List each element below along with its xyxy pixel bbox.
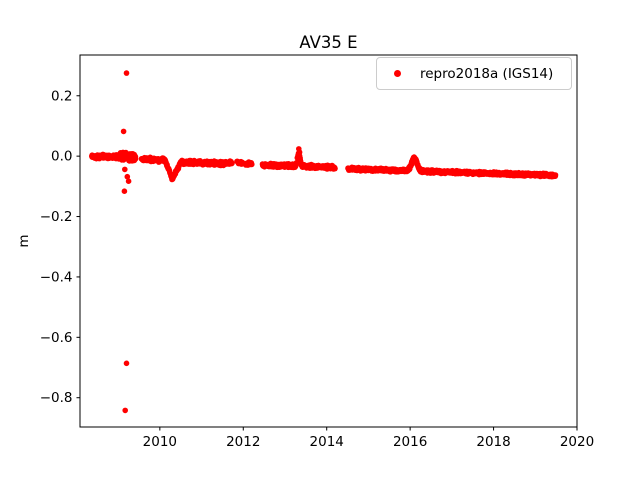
y-tick-label: −0.2 [40, 209, 73, 225]
x-tick-label: 2018 [476, 434, 510, 450]
x-tick-label: 2014 [310, 434, 344, 450]
data-point-outlier [122, 407, 128, 414]
data-point-outlier [120, 128, 127, 135]
data-point [552, 172, 559, 178]
legend-entry-label: repro2018a (IGS14) [420, 65, 554, 82]
data-point-outlier [123, 360, 130, 367]
data-point-outlier [124, 173, 131, 180]
x-tick-label: 2016 [393, 434, 427, 450]
x-tick-label: 2010 [143, 434, 177, 450]
y-tick-label: 0.0 [51, 149, 72, 165]
data-point-outlier [121, 188, 128, 194]
x-tick-label: 2020 [560, 434, 594, 450]
data-point-outlier [122, 166, 128, 173]
data-point [132, 156, 139, 162]
data-point-outlier [125, 178, 132, 184]
y-tick-label: −0.6 [40, 330, 73, 346]
axes-spines [79, 54, 578, 428]
data-point [229, 160, 235, 166]
data-point-outlier [296, 149, 303, 155]
x-tick-label: 2012 [226, 434, 260, 450]
data-point-outlier [123, 70, 130, 76]
data-point [249, 161, 255, 168]
y-tick-label: −0.8 [40, 390, 73, 406]
legend: repro2018a (IGS14) [376, 57, 572, 90]
scatter-marker-icon [394, 70, 401, 77]
y-tick-label: −0.4 [40, 269, 73, 285]
y-axis-label: m [16, 234, 32, 248]
data-point [332, 165, 338, 172]
y-tick-label: 0.2 [51, 88, 72, 104]
chart-title: AV35 E [299, 33, 358, 52]
